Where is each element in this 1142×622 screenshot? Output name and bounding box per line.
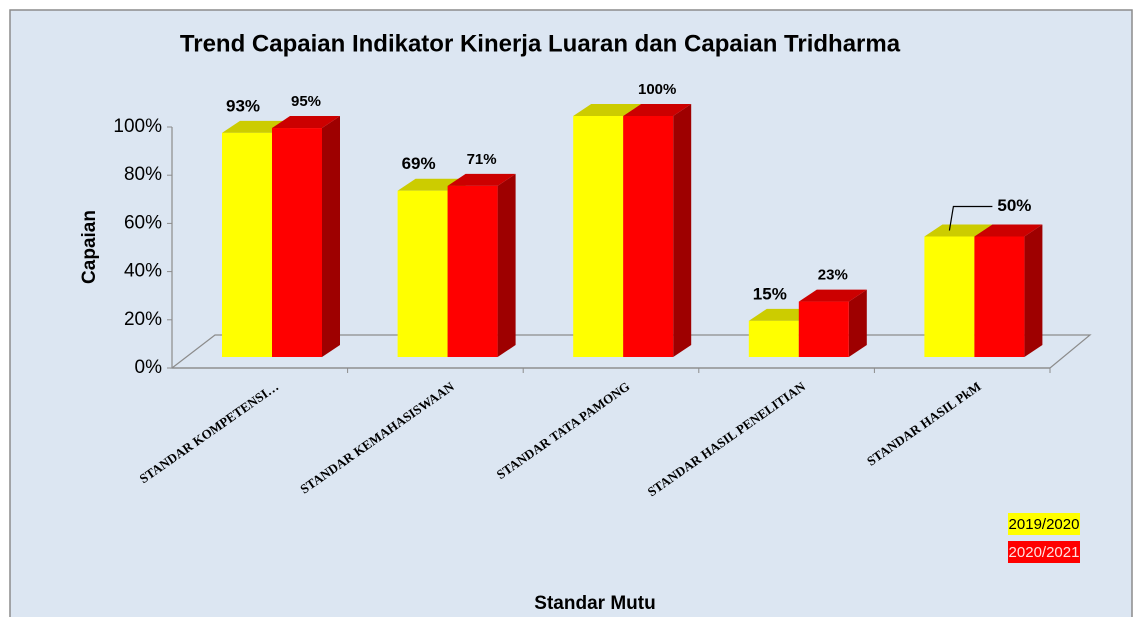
- y-axis-title: Capaian: [79, 210, 100, 284]
- bar-side: [1024, 224, 1043, 357]
- bar: [798, 301, 849, 357]
- bar: [272, 128, 322, 357]
- value-label: 100%: [638, 81, 676, 98]
- bar-top: [798, 289, 867, 302]
- legend-label: 2019/2020: [1009, 516, 1080, 533]
- bar-top: [447, 173, 516, 186]
- bar-top: [623, 104, 692, 116]
- legend-swatch: [1008, 541, 1080, 563]
- bar: [573, 116, 624, 357]
- value-label: 69%: [402, 154, 436, 173]
- legend-label: 2020/2021: [1009, 544, 1080, 561]
- y-tick-label: 60%: [124, 212, 162, 233]
- bar: [924, 236, 975, 357]
- bar: [447, 185, 498, 357]
- bar: [397, 190, 448, 357]
- legend-swatch: [1008, 513, 1080, 535]
- y-tick-label: 0%: [135, 357, 163, 378]
- bar-top: [272, 116, 340, 129]
- value-label: 23%: [818, 267, 848, 284]
- y-tick-label: 20%: [124, 309, 162, 330]
- bar: [222, 132, 272, 357]
- value-label: 93%: [226, 96, 260, 115]
- bar-side: [322, 116, 340, 357]
- leader-line: [948, 205, 993, 231]
- bar-top: [974, 224, 1043, 237]
- value-label: 71%: [467, 151, 497, 168]
- bar-side: [497, 173, 516, 357]
- y-tick-label: 80%: [124, 164, 162, 185]
- x-axis-title: Standar Mutu: [534, 593, 655, 614]
- chart-title: Trend Capaian Indikator Kinerja Luaran d…: [180, 30, 901, 57]
- bar-top: [573, 104, 642, 116]
- bar: [748, 320, 799, 357]
- bar-top: [924, 224, 993, 237]
- y-tick-label: 100%: [113, 116, 162, 137]
- value-label: 50%: [997, 196, 1031, 215]
- bar: [623, 116, 674, 357]
- value-label: 15%: [753, 284, 787, 303]
- bar-side: [848, 289, 867, 357]
- bar-side: [673, 104, 692, 357]
- value-label: 95%: [291, 93, 321, 110]
- bar: [974, 236, 1025, 357]
- y-tick-label: 40%: [124, 261, 162, 282]
